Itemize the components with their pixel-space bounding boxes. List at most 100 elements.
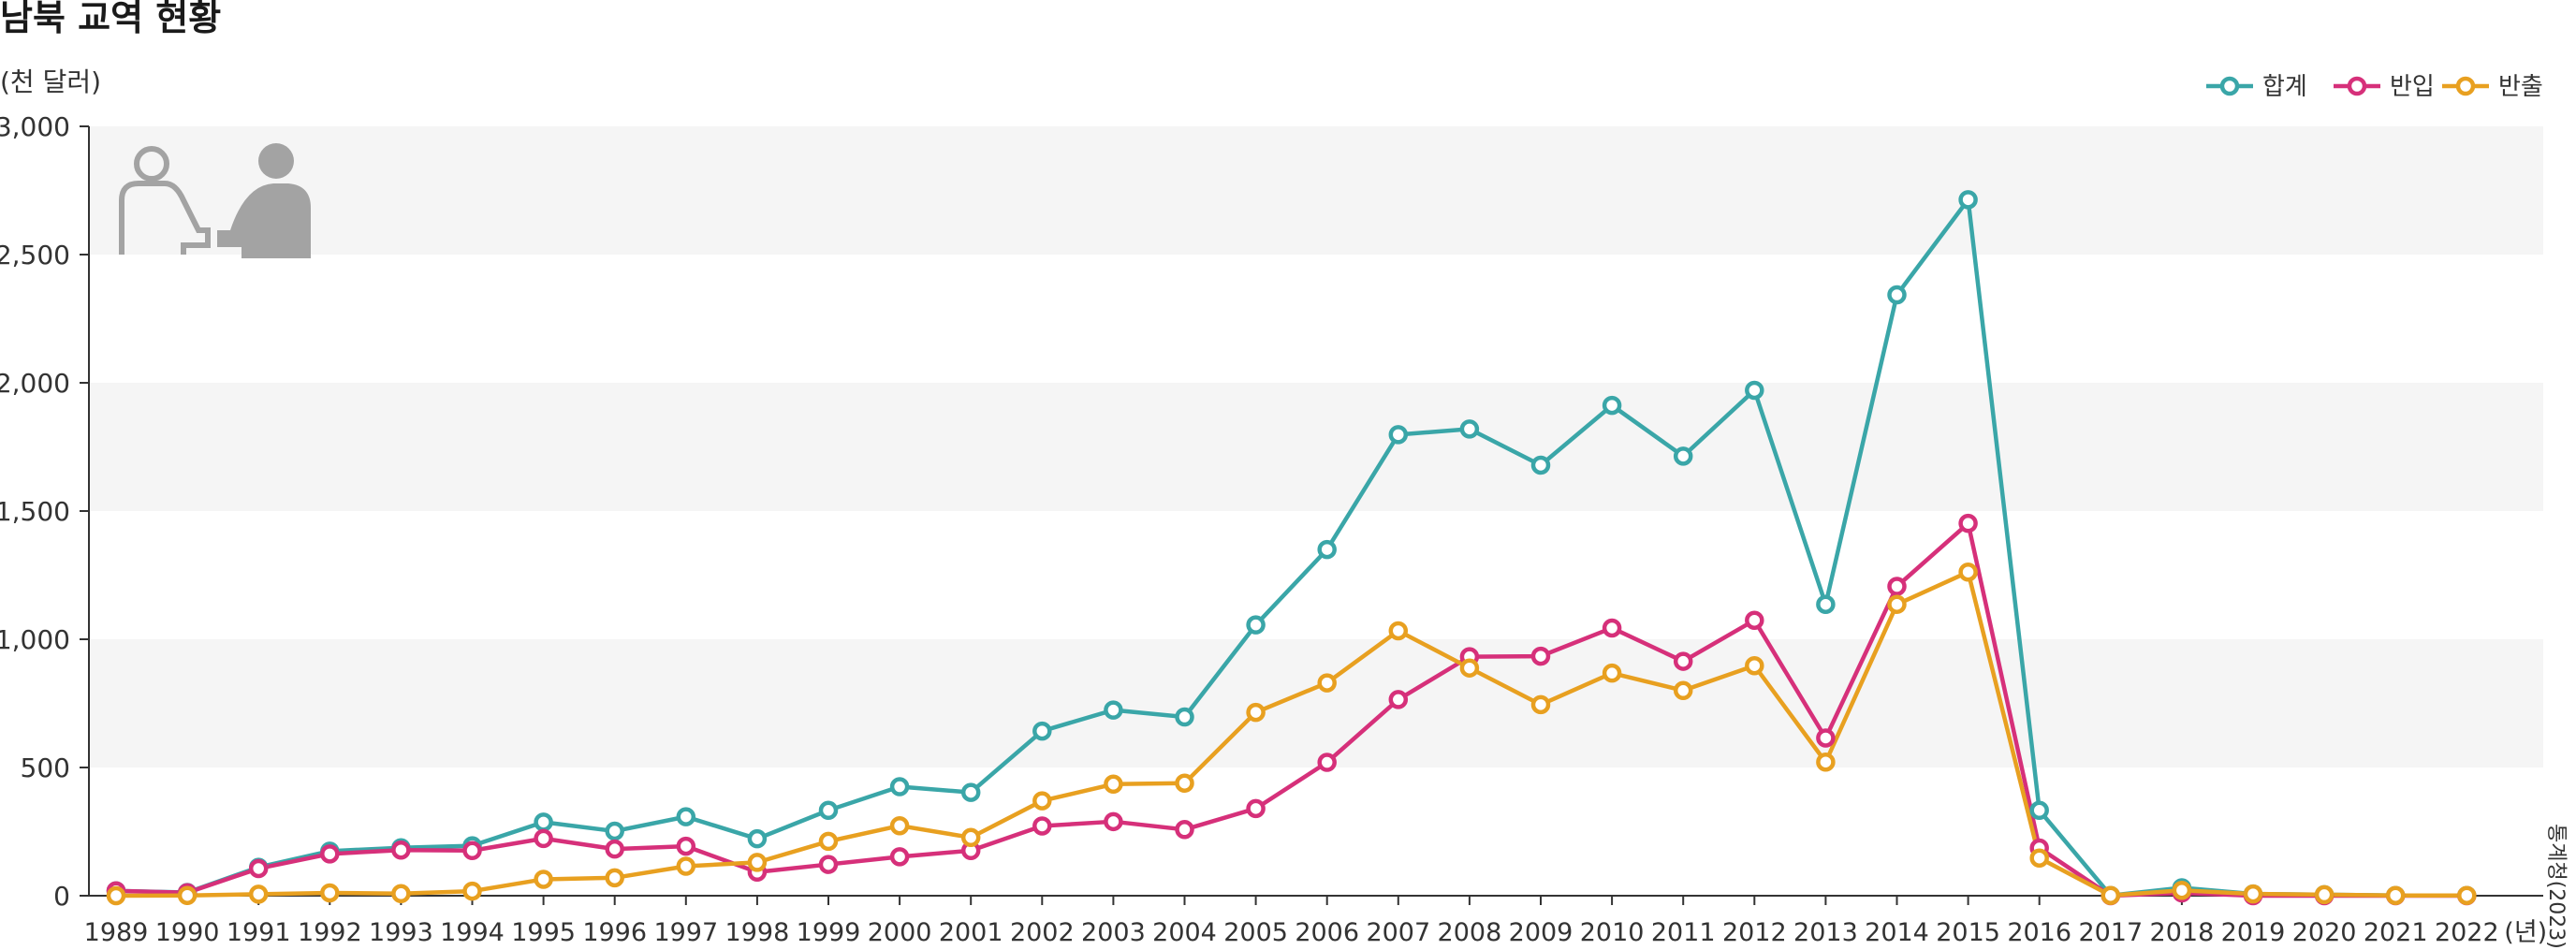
data-point-total [1388, 425, 1409, 445]
data-point-export [462, 881, 482, 901]
y-axis-ticks: 0 500 1,000 1,500 2,000 2,500 3,000 [0, 111, 89, 912]
data-point-total [960, 782, 981, 802]
legend-label-total: 합계 [2262, 73, 2307, 101]
series-line-export [115, 569, 2467, 899]
x-tick-label: 2020 [2292, 918, 2357, 947]
y-tick-label: 3,000 [0, 111, 70, 142]
x-tick-label: 1990 [155, 918, 220, 947]
x-tick-label: 2009 [1509, 918, 1573, 947]
series-lines [115, 197, 2467, 899]
data-point-import [1816, 728, 1836, 748]
person-outline-icon [119, 146, 211, 255]
data-point-total [1246, 615, 1266, 635]
data-point-export [2385, 885, 2406, 905]
y-tick-label: 500 [21, 753, 70, 783]
data-point-export [248, 884, 269, 904]
data-point-total [747, 828, 768, 849]
data-point-export [747, 853, 768, 872]
x-tick-label: 2007 [1366, 918, 1430, 947]
data-point-total [1958, 190, 1978, 210]
data-point-export [1104, 774, 1123, 795]
data-point-export [177, 885, 198, 905]
x-tick-label: 1995 [511, 918, 576, 947]
data-point-export [1388, 621, 1409, 641]
legend-label-import: 반입 [2390, 73, 2435, 101]
x-unit-label: (년) [2504, 918, 2547, 947]
data-point-export [2172, 880, 2192, 900]
legend-marker-import [2347, 76, 2367, 96]
x-tick-label: 2003 [1081, 918, 1146, 947]
x-tick-label: 2018 [2150, 918, 2215, 947]
data-point-export [2029, 848, 2049, 868]
x-tick-label: 1997 [653, 918, 718, 947]
data-point-import [1673, 651, 1693, 671]
data-point-export [1317, 673, 1337, 693]
legend: 합계 반입 반출 [2206, 73, 2543, 101]
data-point-export [534, 870, 553, 889]
x-tick-label: 2017 [2078, 918, 2143, 947]
data-point-import [1602, 618, 1622, 638]
data-point-export [1459, 658, 1480, 678]
x-tick-label: 2000 [868, 918, 932, 947]
x-tick-label: 1992 [298, 918, 362, 947]
data-point-import [391, 840, 411, 860]
data-point-total [889, 777, 910, 797]
data-point-export [676, 856, 696, 876]
data-point-total [818, 800, 839, 821]
data-point-total [605, 821, 624, 841]
data-point-import [1032, 816, 1052, 836]
legend-marker-export [2455, 76, 2476, 96]
x-tick-label: 1993 [369, 918, 433, 947]
data-point-export [320, 883, 340, 903]
x-tick-label: 2011 [1651, 918, 1716, 947]
data-point-total [1745, 380, 1764, 401]
data-point-export [391, 884, 411, 904]
data-point-export [1246, 702, 1266, 723]
data-point-total [1317, 539, 1337, 560]
data-point-total [676, 807, 696, 826]
x-tick-label: 2021 [2364, 918, 2428, 947]
data-point-import [1388, 690, 1409, 709]
x-tick-label: 2002 [1010, 918, 1075, 947]
data-point-import [320, 844, 340, 864]
data-point-total [1032, 721, 1052, 741]
data-point-export [960, 827, 981, 848]
data-point-total [1602, 395, 1622, 416]
data-point-import [1175, 820, 1194, 840]
y-tick-label: 1,000 [0, 624, 70, 655]
legend-marker-total [2219, 76, 2240, 96]
data-point-export [2314, 884, 2334, 905]
series-points [106, 190, 2477, 906]
y-tick-label: 2,000 [0, 368, 70, 399]
data-point-import [534, 828, 553, 849]
data-point-total [1459, 419, 1480, 439]
x-tick-label: 1996 [582, 918, 647, 947]
data-point-import [248, 858, 269, 879]
series-line-import [115, 520, 2467, 899]
y-tick-label: 0 [53, 881, 70, 912]
data-point-import [1530, 646, 1551, 666]
data-point-export [818, 831, 839, 852]
data-point-total [1175, 707, 1194, 727]
person-filled-icon [217, 143, 311, 258]
data-point-import [1317, 753, 1337, 772]
x-tick-label: 1998 [725, 918, 790, 947]
data-point-total [1816, 594, 1836, 614]
data-point-total [534, 812, 553, 832]
data-point-import [605, 839, 624, 859]
x-tick-label: 2015 [1936, 918, 2000, 947]
x-tick-label: 2006 [1295, 918, 1359, 947]
source-note: 통계청(2023) [2544, 824, 2568, 949]
x-tick-label: 2012 [1722, 918, 1787, 947]
x-tick-label: 1994 [440, 918, 505, 947]
data-point-export [1530, 694, 1551, 715]
y-tick-label: 1,500 [0, 496, 70, 527]
data-point-import [889, 847, 910, 867]
x-tick-label: 2010 [1580, 918, 1645, 947]
data-point-import [1745, 610, 1764, 630]
x-tick-label: 1991 [227, 918, 291, 947]
data-point-export [1887, 594, 1907, 614]
data-point-import [1958, 513, 1978, 533]
x-tick-label: 2022 [2435, 918, 2499, 947]
